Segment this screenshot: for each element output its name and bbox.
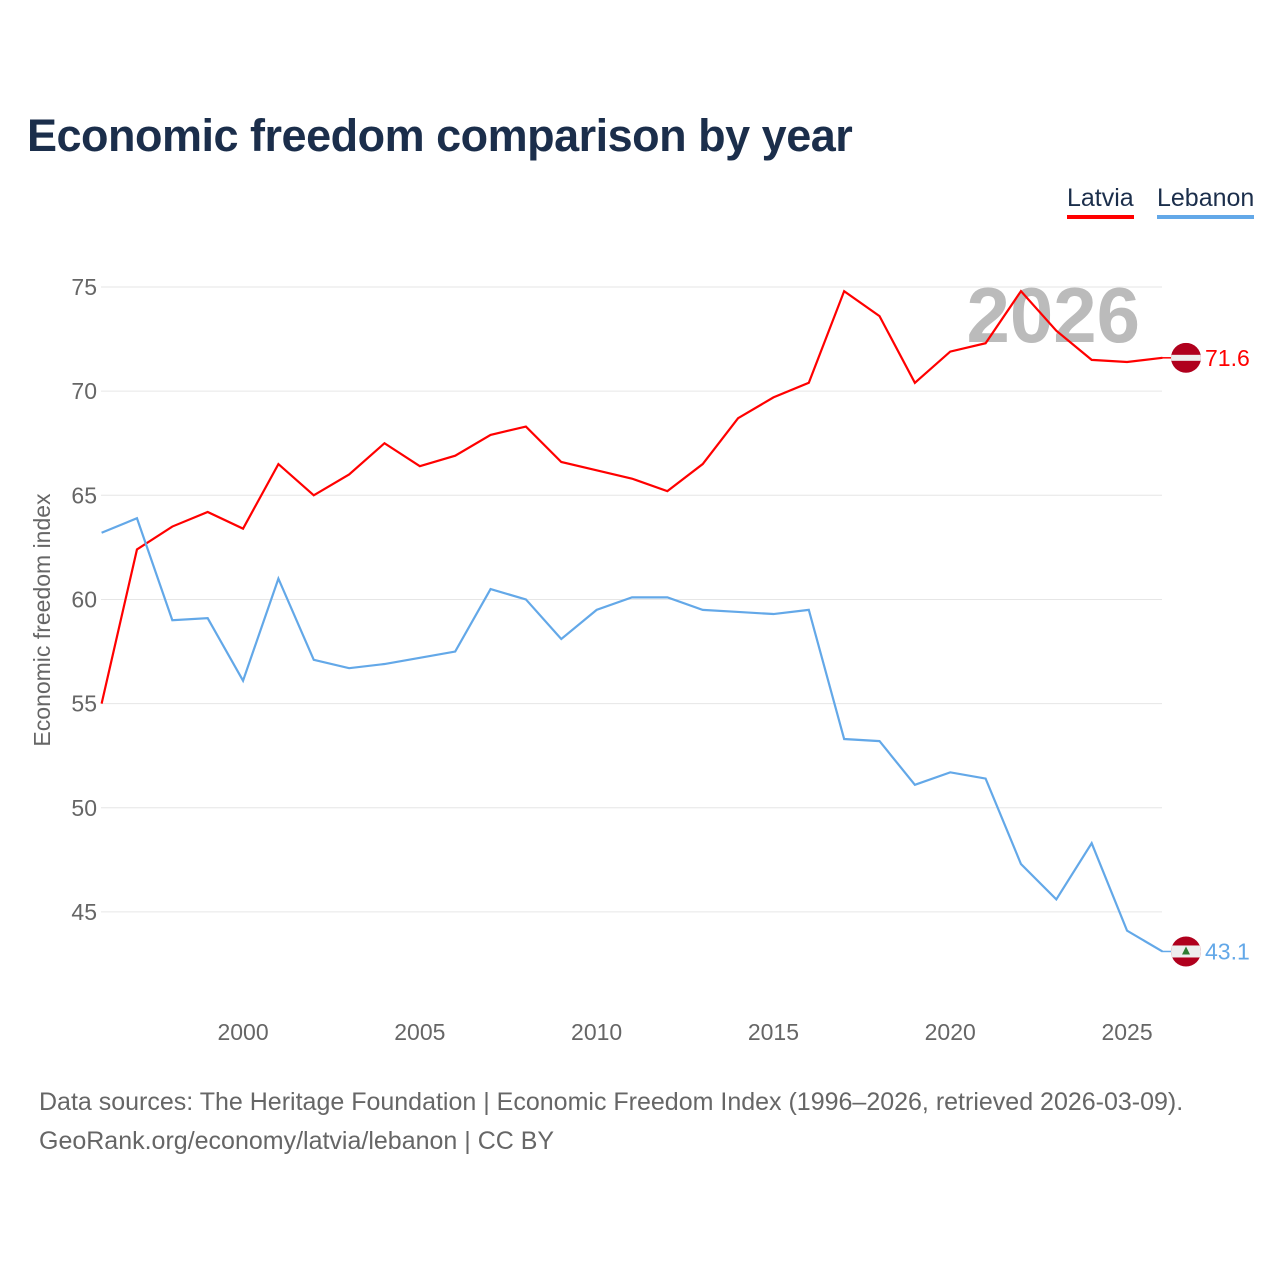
chart-title: Economic freedom comparison by year (27, 110, 853, 161)
y-axis-label: Economic freedom index (29, 493, 55, 747)
flag-lebanon-icon (1171, 936, 1201, 967)
x-tick-label: 2000 (217, 1019, 268, 1045)
x-tick-label: 2025 (1101, 1019, 1152, 1045)
legend-lebanon[interactable]: Lebanon (1157, 184, 1255, 219)
x-tick-label: 2020 (925, 1019, 976, 1045)
footer-credit[interactable]: GeoRank.org/economy/latvia/lebanon | CC … (39, 1127, 555, 1155)
watermark-year: 2026 (966, 271, 1140, 359)
y-tick-label: 50 (71, 795, 97, 821)
x-tick-label: 2010 (571, 1019, 622, 1045)
end-value-label: 71.6 (1205, 345, 1250, 371)
end-value-label: 43.1 (1205, 938, 1250, 964)
series-line-latvia[interactable] (100, 289, 1163, 704)
y-tick-label: 55 (71, 691, 97, 717)
y-tick-label: 45 (71, 899, 97, 925)
legend-latvia[interactable]: Latvia (1067, 184, 1134, 219)
series-line-lebanon[interactable] (101, 516, 1163, 953)
flag-latvia-icon (1171, 342, 1201, 373)
y-tick-label: 65 (71, 482, 97, 508)
y-tick-label: 75 (71, 274, 97, 300)
x-tick-label: 2005 (394, 1019, 445, 1045)
x-tick-label: 2015 (748, 1019, 799, 1045)
footer-source: Data sources: The Heritage Foundation | … (39, 1088, 1184, 1116)
y-tick-label: 70 (71, 378, 97, 404)
y-tick-label: 60 (71, 586, 97, 612)
